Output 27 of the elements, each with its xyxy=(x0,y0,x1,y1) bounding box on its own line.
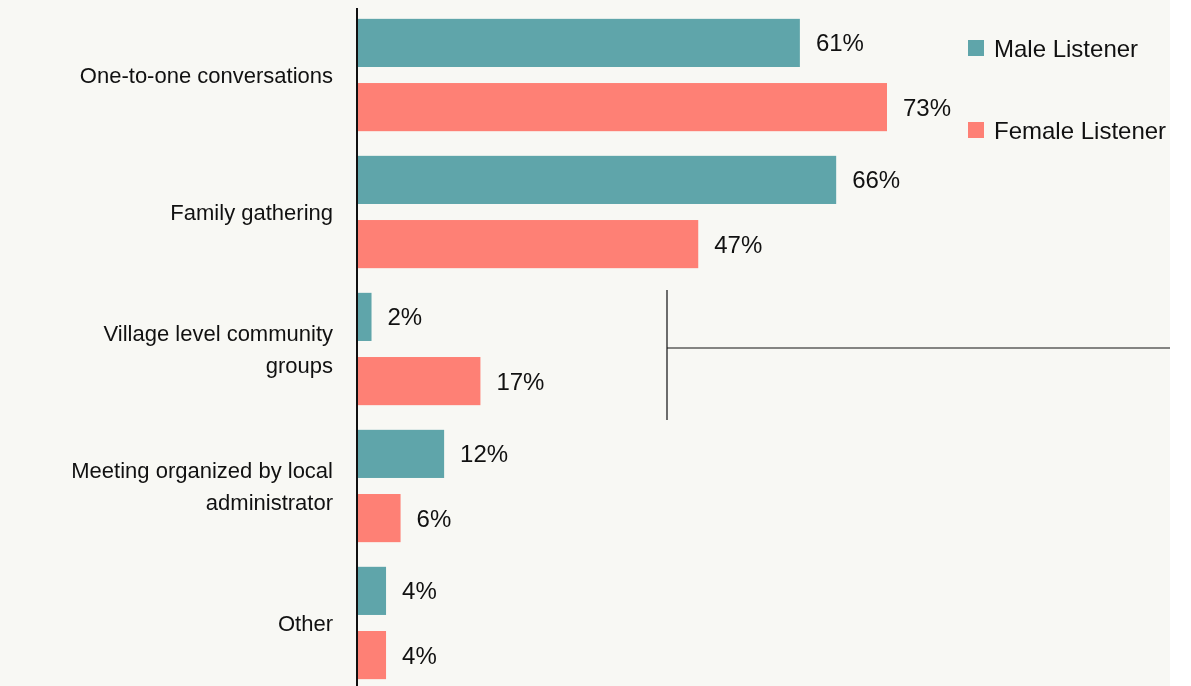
bar xyxy=(357,566,387,615)
data-label: 12% xyxy=(460,440,509,468)
data-label: 66% xyxy=(852,166,901,194)
data-label: 4% xyxy=(402,641,437,669)
y-tick-label: Village level community groups xyxy=(103,320,333,378)
data-label: 73% xyxy=(903,93,952,121)
bar xyxy=(357,429,445,478)
bar xyxy=(357,155,837,204)
data-label: 17% xyxy=(496,367,545,395)
bar xyxy=(357,292,372,341)
bar xyxy=(357,357,481,406)
data-label: 47% xyxy=(714,230,763,258)
y-tick-label: Meeting organized by local administrator xyxy=(71,457,333,515)
data-label: 61% xyxy=(815,29,864,57)
y-tick-label: Other xyxy=(277,610,333,636)
bar xyxy=(357,18,800,67)
y-tick-label: Family gathering xyxy=(170,199,333,225)
bar xyxy=(357,631,387,680)
bar xyxy=(357,494,401,543)
data-label: 6% xyxy=(416,504,452,532)
legend-label: Female Listener xyxy=(994,116,1167,144)
bar xyxy=(357,83,887,132)
bar xyxy=(357,220,699,269)
data-label: 4% xyxy=(402,577,437,605)
data-label: 2% xyxy=(387,303,423,331)
legend-label: Male Listener xyxy=(994,34,1139,62)
y-tick-label: One-to-one conversations xyxy=(79,62,333,88)
